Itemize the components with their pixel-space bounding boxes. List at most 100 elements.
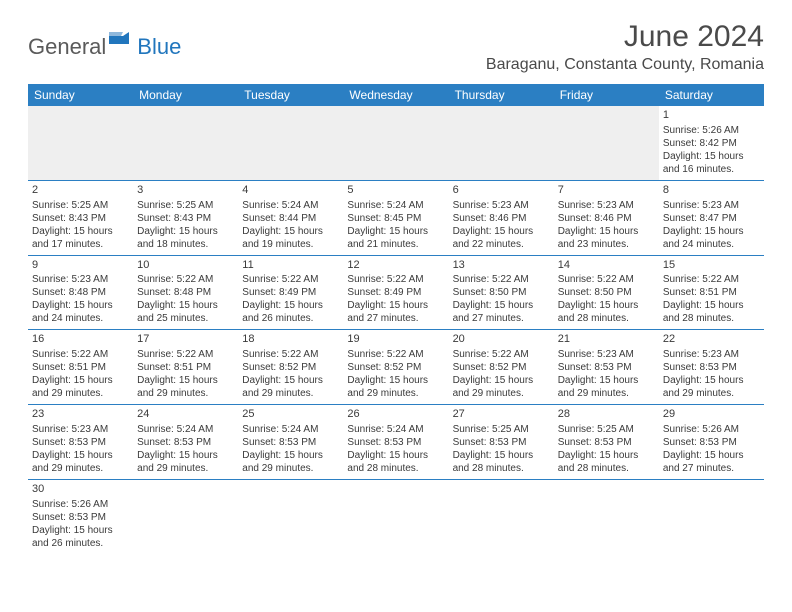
cell-details: Sunrise: 5:23 AMSunset: 8:46 PMDaylight:… [453, 199, 550, 251]
week-row: 2Sunrise: 5:25 AMSunset: 8:43 PMDaylight… [28, 180, 764, 255]
sunset-line: Sunset: 8:52 PM [453, 361, 550, 374]
daylight-line-2: and 29 minutes. [242, 387, 339, 400]
calendar-cell [133, 106, 238, 180]
month-title: June 2024 [486, 20, 764, 54]
sunrise-line: Sunrise: 5:22 AM [347, 348, 444, 361]
calendar-cell: 3Sunrise: 5:25 AMSunset: 8:43 PMDaylight… [133, 180, 238, 255]
day-number: 8 [663, 184, 760, 198]
sunrise-line: Sunrise: 5:23 AM [32, 273, 129, 286]
sunrise-line: Sunrise: 5:23 AM [558, 348, 655, 361]
calendar-cell: 8Sunrise: 5:23 AMSunset: 8:47 PMDaylight… [659, 180, 764, 255]
calendar-cell [343, 479, 448, 553]
daylight-line-2: and 17 minutes. [32, 238, 129, 251]
sunset-line: Sunset: 8:53 PM [32, 436, 129, 449]
calendar-cell: 21Sunrise: 5:23 AMSunset: 8:53 PMDayligh… [554, 330, 659, 405]
calendar-cell: 15Sunrise: 5:22 AMSunset: 8:51 PMDayligh… [659, 255, 764, 330]
day-number: 28 [558, 408, 655, 422]
sunset-line: Sunset: 8:50 PM [558, 286, 655, 299]
sunrise-line: Sunrise: 5:22 AM [663, 273, 760, 286]
sunrise-line: Sunrise: 5:22 AM [242, 348, 339, 361]
calendar-cell: 25Sunrise: 5:24 AMSunset: 8:53 PMDayligh… [238, 405, 343, 480]
daylight-line-1: Daylight: 15 hours [242, 449, 339, 462]
cell-details: Sunrise: 5:24 AMSunset: 8:45 PMDaylight:… [347, 199, 444, 251]
daylight-line-2: and 21 minutes. [347, 238, 444, 251]
day-number: 6 [453, 184, 550, 198]
day-header-row: SundayMondayTuesdayWednesdayThursdayFrid… [28, 84, 764, 106]
cell-details: Sunrise: 5:24 AMSunset: 8:53 PMDaylight:… [347, 423, 444, 475]
logo-text-general: General [28, 34, 106, 60]
calendar-cell: 4Sunrise: 5:24 AMSunset: 8:44 PMDaylight… [238, 180, 343, 255]
daylight-line-2: and 28 minutes. [558, 462, 655, 475]
cell-details: Sunrise: 5:26 AMSunset: 8:42 PMDaylight:… [663, 124, 760, 176]
sunset-line: Sunset: 8:53 PM [663, 361, 760, 374]
daylight-line-2: and 28 minutes. [558, 312, 655, 325]
week-row: 1Sunrise: 5:26 AMSunset: 8:42 PMDaylight… [28, 106, 764, 180]
calendar-cell: 23Sunrise: 5:23 AMSunset: 8:53 PMDayligh… [28, 405, 133, 480]
day-number: 16 [32, 333, 129, 347]
day-number: 30 [32, 483, 129, 497]
sunset-line: Sunset: 8:46 PM [558, 212, 655, 225]
daylight-line-1: Daylight: 15 hours [347, 225, 444, 238]
sunset-line: Sunset: 8:45 PM [347, 212, 444, 225]
calendar-cell: 30Sunrise: 5:26 AMSunset: 8:53 PMDayligh… [28, 479, 133, 553]
daylight-line-2: and 27 minutes. [347, 312, 444, 325]
daylight-line-1: Daylight: 15 hours [32, 374, 129, 387]
day-number: 9 [32, 259, 129, 273]
cell-details: Sunrise: 5:22 AMSunset: 8:50 PMDaylight:… [453, 273, 550, 325]
sunrise-line: Sunrise: 5:24 AM [242, 199, 339, 212]
cell-details: Sunrise: 5:24 AMSunset: 8:53 PMDaylight:… [242, 423, 339, 475]
week-row: 23Sunrise: 5:23 AMSunset: 8:53 PMDayligh… [28, 405, 764, 480]
daylight-line-2: and 28 minutes. [663, 312, 760, 325]
sunset-line: Sunset: 8:53 PM [242, 436, 339, 449]
location-label: Baraganu, Constanta County, Romania [486, 56, 764, 74]
sunrise-line: Sunrise: 5:25 AM [137, 199, 234, 212]
day-number: 1 [663, 109, 760, 123]
cell-details: Sunrise: 5:23 AMSunset: 8:53 PMDaylight:… [558, 348, 655, 400]
sunset-line: Sunset: 8:53 PM [32, 511, 129, 524]
cell-details: Sunrise: 5:25 AMSunset: 8:53 PMDaylight:… [558, 423, 655, 475]
daylight-line-2: and 29 minutes. [32, 462, 129, 475]
daylight-line-1: Daylight: 15 hours [663, 299, 760, 312]
daylight-line-1: Daylight: 15 hours [558, 299, 655, 312]
sunset-line: Sunset: 8:51 PM [663, 286, 760, 299]
cell-details: Sunrise: 5:24 AMSunset: 8:53 PMDaylight:… [137, 423, 234, 475]
sunrise-line: Sunrise: 5:22 AM [453, 348, 550, 361]
week-row: 16Sunrise: 5:22 AMSunset: 8:51 PMDayligh… [28, 330, 764, 405]
calendar-cell: 24Sunrise: 5:24 AMSunset: 8:53 PMDayligh… [133, 405, 238, 480]
calendar-cell [554, 479, 659, 553]
sunset-line: Sunset: 8:44 PM [242, 212, 339, 225]
cell-details: Sunrise: 5:23 AMSunset: 8:46 PMDaylight:… [558, 199, 655, 251]
day-number: 12 [347, 259, 444, 273]
calendar-cell [343, 106, 448, 180]
daylight-line-1: Daylight: 15 hours [558, 225, 655, 238]
calendar-cell: 1Sunrise: 5:26 AMSunset: 8:42 PMDaylight… [659, 106, 764, 180]
cell-details: Sunrise: 5:22 AMSunset: 8:52 PMDaylight:… [347, 348, 444, 400]
day-number: 29 [663, 408, 760, 422]
calendar-cell [659, 479, 764, 553]
day-number: 5 [347, 184, 444, 198]
sunrise-line: Sunrise: 5:22 AM [32, 348, 129, 361]
day-header: Wednesday [343, 84, 448, 106]
daylight-line-1: Daylight: 15 hours [453, 449, 550, 462]
daylight-line-2: and 29 minutes. [32, 387, 129, 400]
daylight-line-1: Daylight: 15 hours [32, 225, 129, 238]
sunrise-line: Sunrise: 5:24 AM [347, 423, 444, 436]
calendar-cell [449, 106, 554, 180]
day-header: Monday [133, 84, 238, 106]
cell-details: Sunrise: 5:26 AMSunset: 8:53 PMDaylight:… [32, 498, 129, 550]
sunrise-line: Sunrise: 5:26 AM [663, 124, 760, 137]
sunset-line: Sunset: 8:43 PM [137, 212, 234, 225]
sunset-line: Sunset: 8:49 PM [347, 286, 444, 299]
day-number: 23 [32, 408, 129, 422]
day-number: 17 [137, 333, 234, 347]
cell-details: Sunrise: 5:25 AMSunset: 8:53 PMDaylight:… [453, 423, 550, 475]
day-number: 3 [137, 184, 234, 198]
daylight-line-2: and 26 minutes. [32, 537, 129, 550]
day-header: Tuesday [238, 84, 343, 106]
calendar-cell: 14Sunrise: 5:22 AMSunset: 8:50 PMDayligh… [554, 255, 659, 330]
calendar-page: General Blue June 2024 Baraganu, Constan… [0, 0, 792, 574]
week-row: 30Sunrise: 5:26 AMSunset: 8:53 PMDayligh… [28, 479, 764, 553]
daylight-line-1: Daylight: 15 hours [663, 225, 760, 238]
sunset-line: Sunset: 8:51 PM [137, 361, 234, 374]
calendar-cell: 19Sunrise: 5:22 AMSunset: 8:52 PMDayligh… [343, 330, 448, 405]
